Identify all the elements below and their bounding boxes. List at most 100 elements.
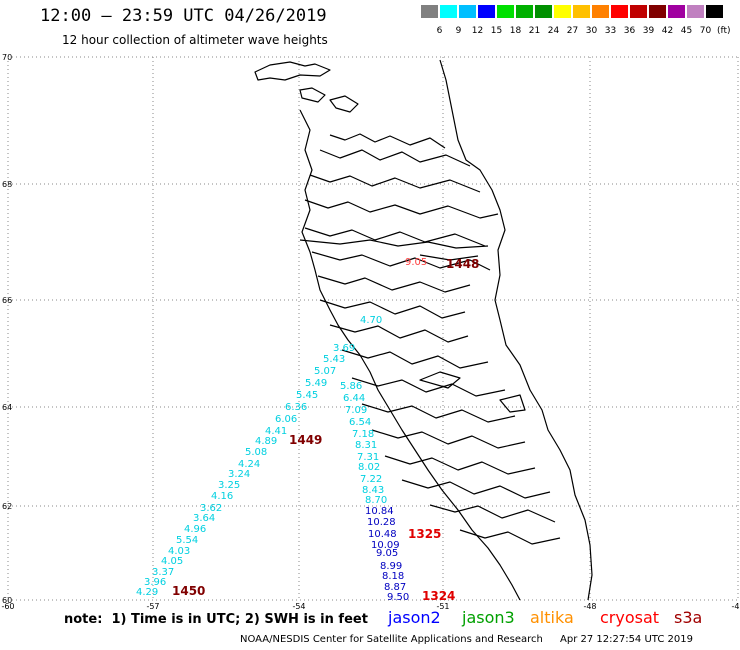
- wave-height-value: 6.44: [343, 393, 365, 404]
- wave-height-value: 8.87: [384, 582, 406, 593]
- wave-height-value: 7.09: [345, 405, 367, 416]
- scale-label: 9: [455, 26, 462, 36]
- wave-height-value: 9.05: [376, 548, 398, 559]
- scale-label: 39: [642, 26, 655, 36]
- scale-swatch: [554, 5, 571, 18]
- legend-jason3: jason3: [462, 608, 515, 627]
- map-grid: 70 68 66 64 62 60-60 -57 -54 -51 -48 -45: [1, 53, 740, 611]
- pass-time-label: 1449: [289, 433, 322, 447]
- wave-height-value: 8.31: [355, 440, 377, 451]
- wave-height-value: 8.43: [362, 485, 384, 496]
- wave-height-value: 3.96: [144, 577, 166, 588]
- wave-height-value: 10.84: [365, 506, 394, 517]
- scale-label: 24: [547, 26, 560, 36]
- scale-swatch: [592, 5, 609, 18]
- legend-s3a: s3a: [674, 608, 703, 627]
- wave-height-value: 4.03: [168, 546, 190, 557]
- scale-swatch: [421, 5, 438, 18]
- scale-label: 6: [436, 26, 443, 36]
- latitude-label: 68: [2, 180, 12, 189]
- wave-height-value: 10.28: [367, 517, 396, 528]
- footer-timestamp: Apr 27 12:27:54 UTC 2019: [560, 634, 693, 645]
- pass-time-label: 1325: [408, 527, 441, 541]
- legend-jason2: jason2: [388, 608, 441, 627]
- longitude-label: -45: [731, 602, 740, 611]
- wave-height-value: 4.41: [265, 426, 287, 437]
- scale-label: 30: [585, 26, 598, 36]
- wave-height-value: 4.89: [255, 436, 277, 447]
- map-subtitle: 12 hour collection of altimeter wave hei…: [62, 33, 328, 47]
- latitude-label: 64: [2, 403, 12, 412]
- scale-unit-label: (ft): [717, 26, 731, 36]
- scale-label: 42: [661, 26, 674, 36]
- scale-label: 45: [680, 26, 693, 36]
- pass-time-label: 1448: [446, 257, 479, 271]
- scale-swatch: [478, 5, 495, 18]
- wave-height-value: 5.07: [314, 366, 336, 377]
- wave-height-value: 3.64: [193, 513, 215, 524]
- wave-height-value: 4.96: [184, 524, 206, 535]
- scale-swatch: [630, 5, 647, 18]
- wave-height-value: 6.54: [349, 417, 371, 428]
- wave-height-value: 5.54: [176, 535, 198, 546]
- latitude-label: 70: [2, 53, 12, 62]
- wave-height-value: 4.05: [161, 556, 183, 567]
- wave-height-value: 5.86: [340, 381, 362, 392]
- map-title: 12:00 — 23:59 UTC 04/26/2019: [40, 6, 327, 26]
- wave-height-value: 6.06: [275, 414, 297, 425]
- scale-swatch: [459, 5, 476, 18]
- wave-height-value: 7.31: [357, 452, 379, 463]
- scale-label: 33: [604, 26, 617, 36]
- wave-height-value: 5.45: [296, 390, 318, 401]
- scale-swatch: [516, 5, 533, 18]
- wave-height-value: 5.08: [245, 447, 267, 458]
- wave-height-value: 4.70: [360, 315, 382, 326]
- longitude-label: -57: [146, 602, 159, 611]
- wave-height-value: 8.18: [382, 571, 404, 582]
- scale-swatch: [611, 5, 628, 18]
- legend-altika: altika: [530, 608, 574, 627]
- scale-label: 70: [699, 26, 712, 36]
- scale-swatch: [649, 5, 666, 18]
- wave-height-value: 4.29: [136, 587, 158, 598]
- scale-label: 18: [509, 26, 522, 36]
- wave-height-value: 8.99: [380, 561, 402, 572]
- wave-height-value: 8.70: [365, 495, 387, 506]
- scale-swatch: [573, 5, 590, 18]
- greenland-coastline: [254, 59, 593, 601]
- wave-height-value: 4.24: [238, 459, 260, 470]
- longitude-label: -51: [436, 602, 449, 611]
- wave-height-value: 3.37: [152, 567, 174, 578]
- wave-height-value: 10.48: [368, 529, 397, 540]
- scale-label: 12: [471, 26, 484, 36]
- wave-height-value: 4.16: [211, 491, 233, 502]
- wave-height-value: 9.50: [387, 592, 409, 603]
- scale-swatch: [687, 5, 704, 18]
- wave-height-value: 3.25: [218, 480, 240, 491]
- wave-height-value: 6.36: [285, 402, 307, 413]
- altimeter-observations: 9.05 4.70 3.695.435.075.49 5.86 5.45 6.44 6.36…: [136, 257, 479, 603]
- scale-label: 36: [623, 26, 636, 36]
- scale-swatch: [668, 5, 685, 18]
- wave-height-value: 8.02: [358, 462, 380, 473]
- latitude-label: 60: [2, 596, 12, 605]
- scale-swatch: [535, 5, 552, 18]
- scale-swatch: [706, 5, 723, 18]
- longitude-label: -48: [583, 602, 596, 611]
- scale-label: 21: [528, 26, 541, 36]
- wave-height-value: 7.18: [352, 429, 374, 440]
- pass-time-label: 1324: [422, 589, 455, 603]
- wave-height-value: 5.49: [305, 378, 327, 389]
- longitude-label: -60: [1, 602, 14, 611]
- longitude-label: -54: [292, 602, 305, 611]
- scale-swatch: [440, 5, 457, 18]
- latitude-label: 62: [2, 502, 12, 511]
- wave-height-value: 9.05: [405, 257, 427, 268]
- scale-label: 27: [566, 26, 579, 36]
- wave-height-value: 7.22: [360, 474, 382, 485]
- scale-label: 15: [490, 26, 503, 36]
- pass-time-label: 1450: [172, 584, 205, 598]
- wave-height-value: 3.62: [200, 503, 222, 514]
